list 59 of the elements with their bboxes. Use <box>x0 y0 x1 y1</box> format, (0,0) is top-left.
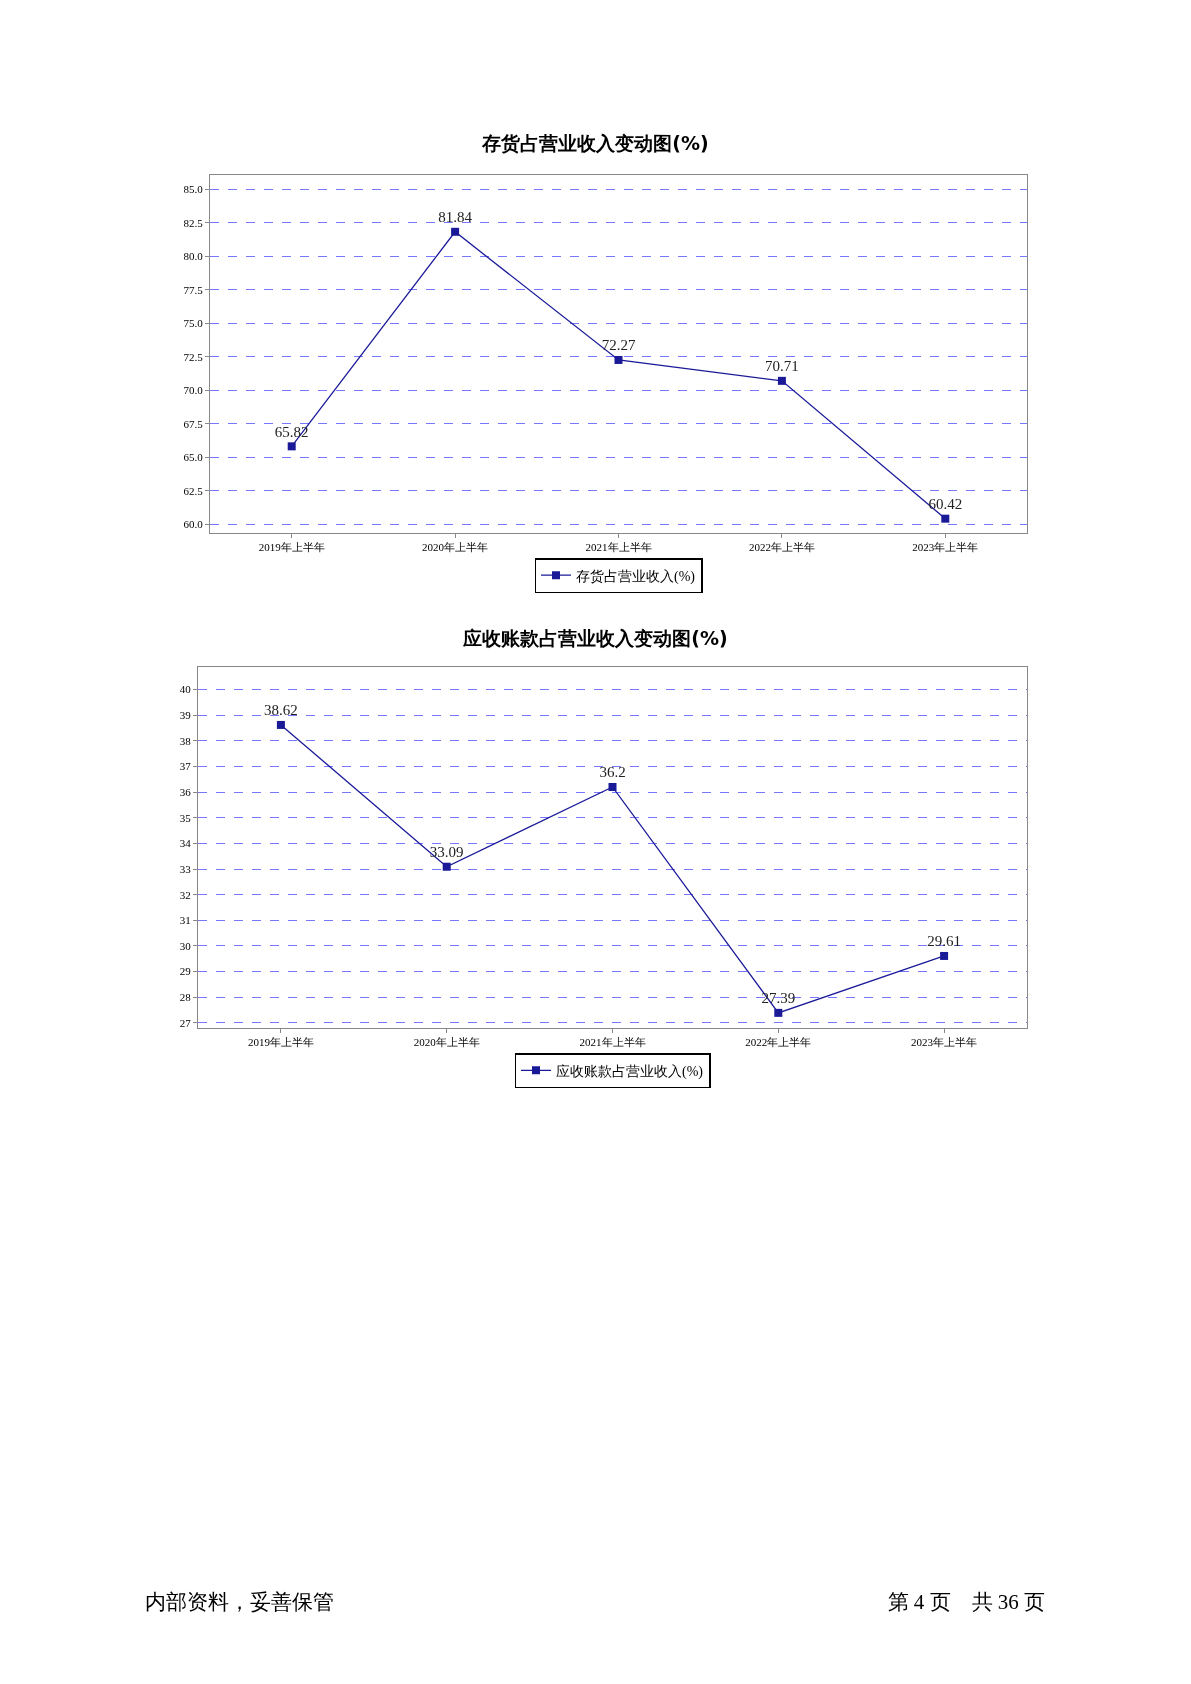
y-tick-label: 82.5 <box>183 216 204 229</box>
x-tick-label: 2019年上半年 <box>247 1036 314 1049</box>
x-tick-label: 2023年上半年 <box>911 1036 978 1049</box>
legend-label: 应收账款占营业收入(%) <box>556 1063 704 1080</box>
y-tick-label: 80.0 <box>183 250 204 263</box>
y-tick-label: 36 <box>179 785 192 798</box>
point <box>774 1008 783 1017</box>
y-tick-label: 72.5 <box>183 350 204 363</box>
point <box>614 355 623 364</box>
y-tick-label: 67.5 <box>183 417 204 430</box>
x-tick-label: 2021年上半年 <box>585 541 652 554</box>
y-tick-label: 32 <box>179 888 191 901</box>
data-label: 60.42 <box>928 495 963 512</box>
data-label: 36.2 <box>599 764 626 781</box>
y-tick-label: 37 <box>179 760 192 773</box>
y-tick-label: 75.0 <box>183 317 204 330</box>
data-label: 72.27 <box>601 337 636 354</box>
point <box>276 720 285 729</box>
point <box>940 951 949 960</box>
y-tick-label: 31 <box>179 914 191 927</box>
y-tick-label: 33 <box>179 862 192 875</box>
y-tick-label: 38 <box>179 734 192 747</box>
y-tick-label: 70.0 <box>183 384 204 397</box>
x-tick-label: 2023年上半年 <box>912 541 979 554</box>
point <box>608 782 617 791</box>
x-tick-label: 2022年上半年 <box>748 541 815 554</box>
x-tick-label: 2021年上半年 <box>579 1036 646 1049</box>
y-tick-label: 27 <box>179 1016 192 1029</box>
data-label: 70.71 <box>765 358 799 375</box>
y-tick-label: 60.0 <box>183 518 204 531</box>
text: 内部资料，妥善保管 <box>145 1589 334 1616</box>
y-tick-label: 34 <box>179 837 192 850</box>
y-tick-label: 30 <box>179 939 192 952</box>
x-tick-label: 2022年上半年 <box>745 1036 812 1049</box>
data-label: 29.61 <box>927 933 961 950</box>
x-tick-label: 2020年上半年 <box>413 1036 480 1049</box>
y-tick-label: 29 <box>179 965 192 978</box>
x-tick-label: 2019年上半年 <box>258 541 325 554</box>
y-tick-label: 28 <box>179 991 192 1004</box>
chart-title: 存货占营业收入变动图(%) <box>481 132 709 155</box>
legend-label: 存货占营业收入(%) <box>576 568 696 585</box>
point <box>451 227 460 236</box>
point <box>941 514 950 523</box>
y-tick-label: 65.0 <box>183 451 204 464</box>
chart-title: 应收账款占营业收入变动图(%) <box>462 627 728 650</box>
y-tick-label: 85.0 <box>183 183 204 196</box>
y-tick-label: 35 <box>179 811 192 824</box>
y-tick-label: 40 <box>179 683 192 696</box>
y-tick-label: 77.5 <box>183 283 204 296</box>
point <box>777 376 786 385</box>
data-label: 38.62 <box>264 702 298 719</box>
x-tick-label: 2020年上半年 <box>422 541 489 554</box>
y-tick-label: 62.5 <box>183 484 204 497</box>
text: 第 4 页 共 36 页 <box>887 1589 1045 1616</box>
y-tick-label: 39 <box>179 709 192 722</box>
point <box>442 862 451 871</box>
data-label: 33.09 <box>429 843 464 860</box>
data-label: 81.84 <box>438 209 473 226</box>
point <box>287 442 296 451</box>
